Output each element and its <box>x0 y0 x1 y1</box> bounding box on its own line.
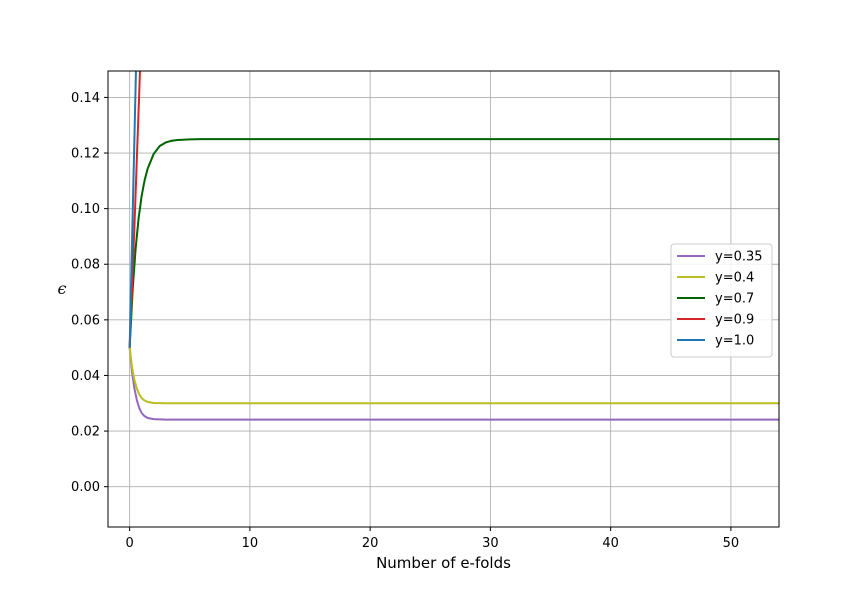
x-tick-label: 0 <box>126 536 134 551</box>
y-axis-label: ϵ <box>58 279 67 298</box>
x-tick-label: 20 <box>362 536 379 551</box>
legend-label: y=0.4 <box>715 271 754 286</box>
x-tick-label: 10 <box>242 536 259 551</box>
y-tick-label: 0.08 <box>71 258 100 273</box>
x-tick-label: 50 <box>723 536 740 551</box>
x-tick-label: 30 <box>482 536 499 551</box>
legend-box <box>670 243 773 358</box>
y-tick-label: 0.02 <box>71 425 100 440</box>
y-tick-label: 0.00 <box>71 480 100 495</box>
y-tick-label: 0.06 <box>71 313 100 328</box>
legend-label: y=0.7 <box>715 292 754 307</box>
y-axis-ticks: 0.00 0.02 0.04 0.06 0.08 0.10 0.12 0.14 <box>71 91 108 495</box>
series-group <box>128 71 779 421</box>
y-tick-label: 0.10 <box>71 202 100 217</box>
y-tick-label: 0.04 <box>71 369 100 384</box>
plot-frame <box>107 70 780 528</box>
y-tick-label: 0.14 <box>71 91 100 106</box>
y-tick-label: 0.12 <box>71 147 100 162</box>
series-line-y-0-4 <box>128 347 779 405</box>
legend: y=0.35 y=0.4 y=0.7 y=0.9 y=1.0 <box>670 243 773 358</box>
series-line-y-0-7 <box>128 138 779 348</box>
series-line-y-1-0 <box>128 71 137 348</box>
plot-area <box>108 71 779 527</box>
series-line-y-0-35 <box>128 347 779 421</box>
legend-label: y=1.0 <box>715 334 754 349</box>
grid <box>108 71 779 527</box>
x-tick-label: 40 <box>602 536 619 551</box>
x-axis-ticks: 0 10 20 30 40 50 <box>126 527 740 551</box>
legend-label: y=0.9 <box>715 313 754 328</box>
x-axis-label: Number of e-folds <box>376 554 511 572</box>
legend-label: y=0.35 <box>715 250 763 265</box>
